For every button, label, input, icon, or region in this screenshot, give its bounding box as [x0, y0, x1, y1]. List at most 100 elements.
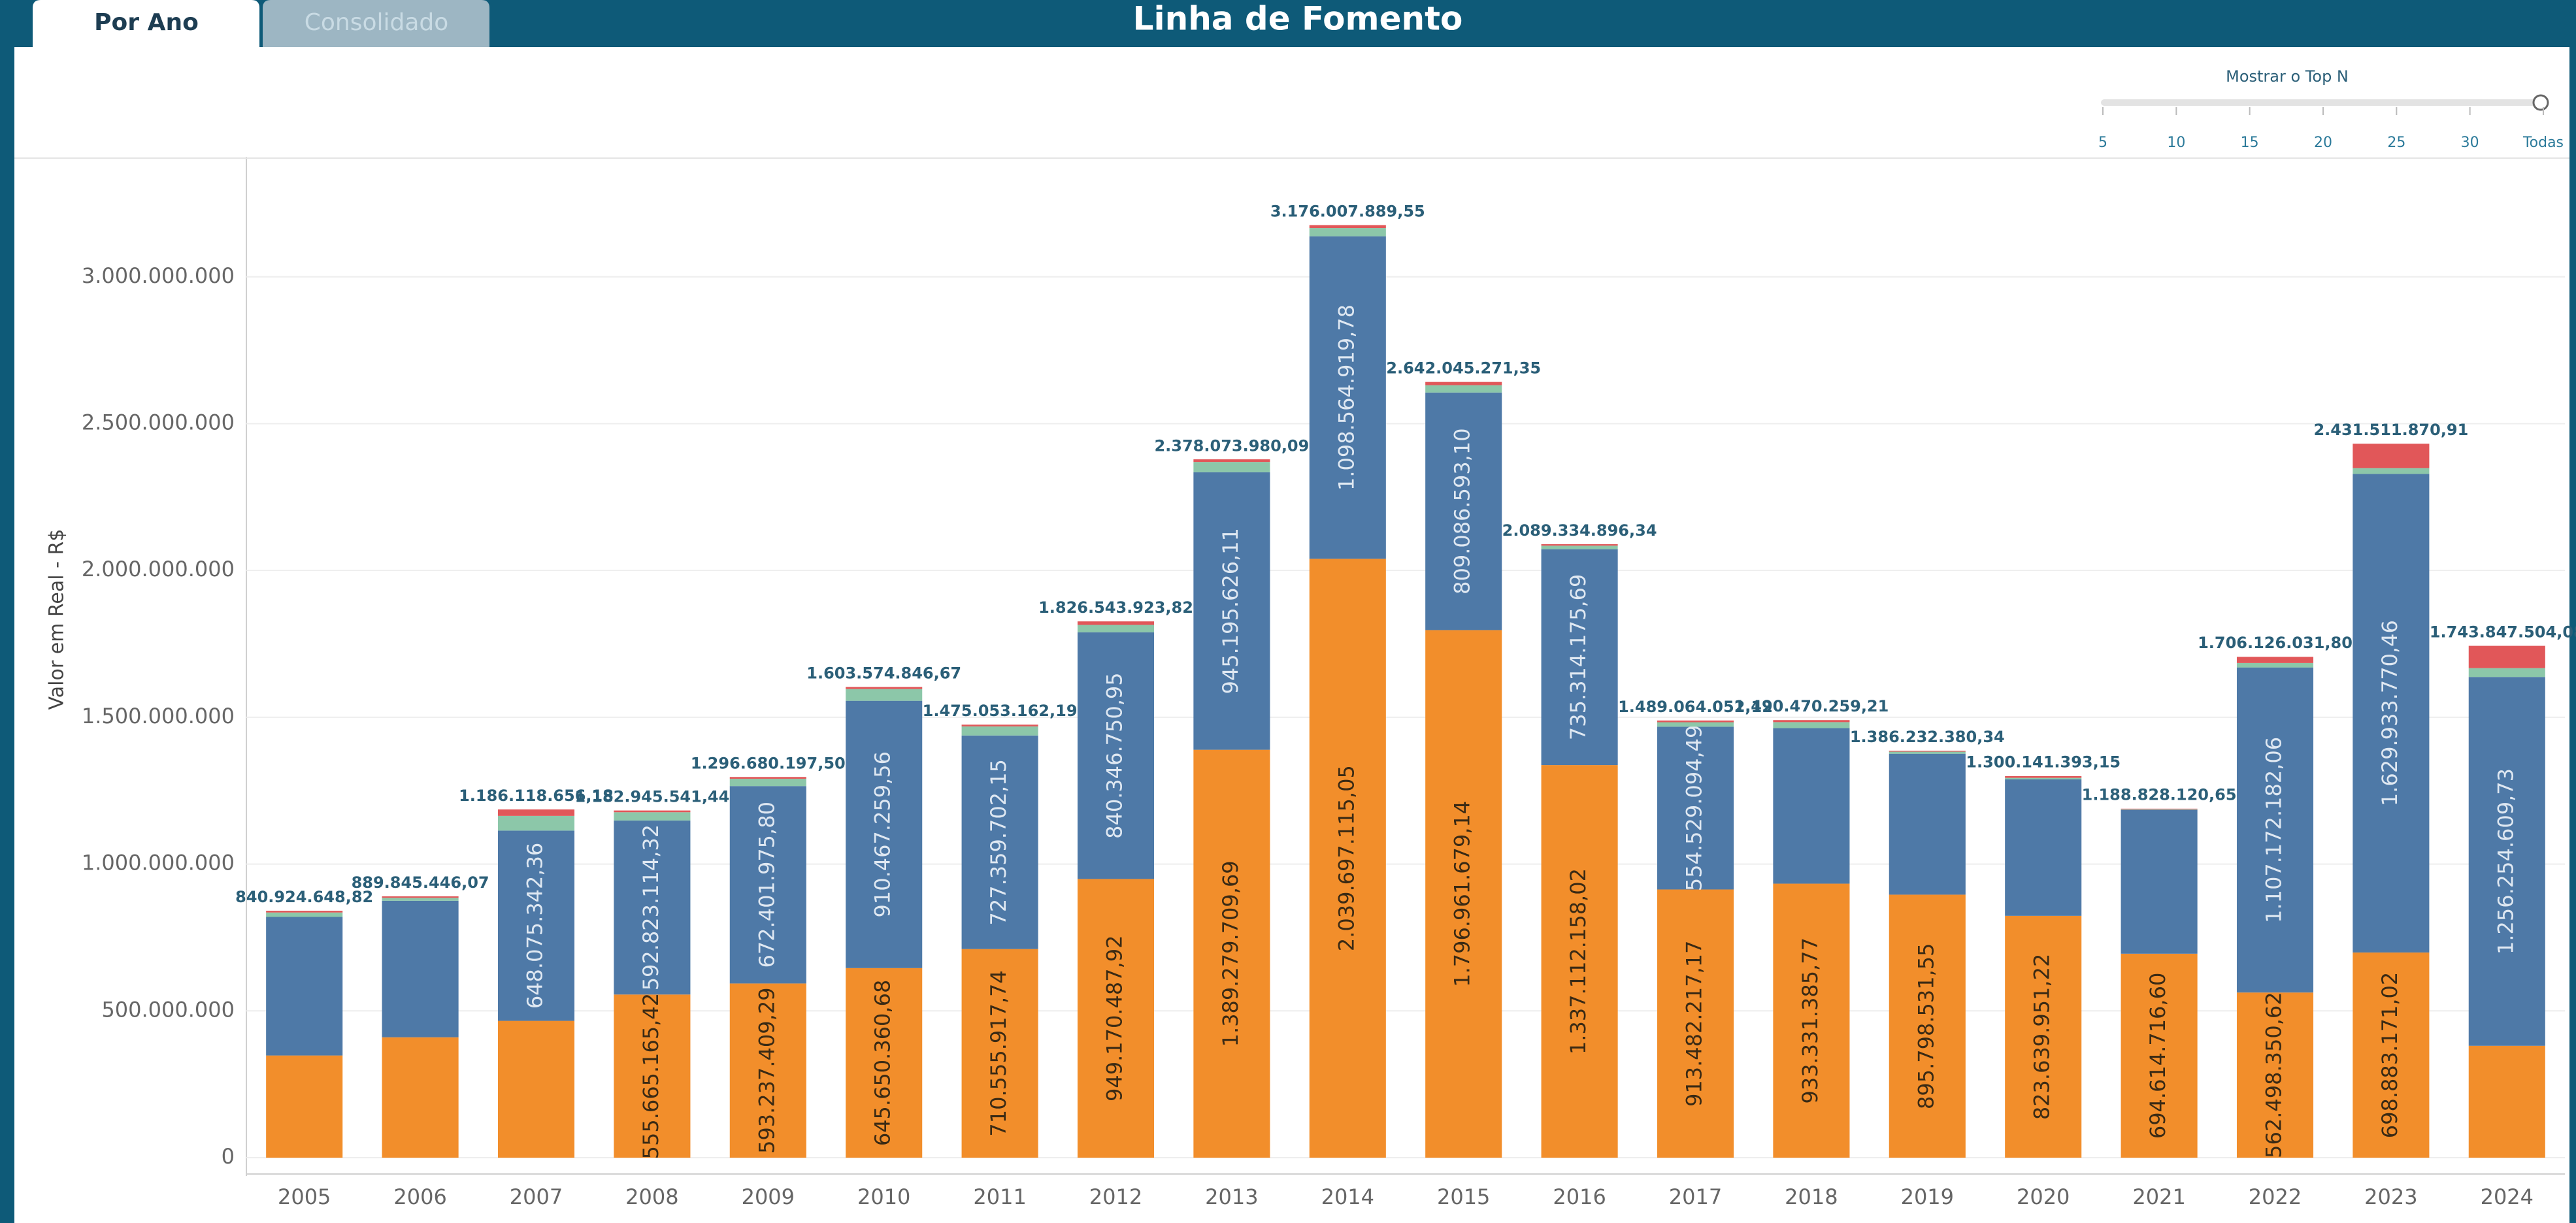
slider-option: 20 — [2314, 135, 2332, 151]
total-label: 1.182.945.541,44 — [574, 787, 729, 806]
bar-segment — [1541, 765, 1618, 1158]
bar-segment — [729, 983, 806, 1158]
bar-segment — [497, 809, 575, 816]
slider-option: 30 — [2461, 135, 2479, 151]
bar-segment — [729, 777, 806, 779]
segment-label: 1.629.933.770,46 — [2377, 620, 2402, 806]
total-label: 1.296.680.197,50 — [691, 754, 846, 772]
x-tick-label: 2008 — [625, 1184, 678, 1209]
bar-segment — [2353, 474, 2430, 953]
segment-label: 1.796.961.679,14 — [1450, 801, 1475, 987]
bar-segment — [961, 726, 1038, 736]
tab-active[interactable] — [33, 0, 259, 49]
bar-segment — [2121, 809, 2198, 954]
bar-segment — [1309, 225, 1386, 229]
bar-segment — [961, 725, 1038, 726]
y-tick-label: 0 — [222, 1144, 235, 1169]
bar-segment — [961, 949, 1038, 1158]
x-tick-label: 2009 — [742, 1184, 795, 1209]
bar-segment — [1773, 722, 1850, 728]
bar-segment — [1889, 751, 1966, 754]
total-label: 1.300.141.393,15 — [1966, 753, 2121, 772]
bar-segment — [2236, 657, 2314, 663]
bar-segment — [2468, 645, 2545, 668]
bar-segment — [1657, 726, 1734, 890]
bar-segment — [497, 1020, 575, 1158]
slider-option: Todas — [2522, 135, 2564, 151]
x-tick-label: 2012 — [1089, 1184, 1142, 1209]
x-tick-label: 2005 — [278, 1184, 331, 1209]
y-tick-label: 2.500.000.000 — [82, 410, 235, 434]
bar-segment — [1077, 879, 1155, 1158]
bar-segment — [266, 917, 343, 1056]
total-label: 1.706.126.031,80 — [2198, 634, 2353, 652]
total-label: 1.826.543.923,82 — [1038, 598, 1193, 617]
bar-segment — [2236, 992, 2314, 1158]
segment-label: 933.331.385,77 — [1798, 938, 1823, 1103]
slider-track[interactable] — [2101, 99, 2539, 106]
segment-label: 895.798.531,55 — [1913, 943, 1938, 1109]
x-tick-label: 2016 — [1553, 1184, 1606, 1209]
total-label: 1.386.232.380,34 — [1850, 728, 2005, 746]
segment-label: 645.650.360,68 — [870, 980, 895, 1146]
bar-segment — [1077, 621, 1155, 625]
bar-segment — [729, 786, 806, 984]
total-label: 2.378.073.980,09 — [1154, 436, 1309, 455]
y-tick-label: 2.000.000.000 — [82, 557, 235, 581]
dashboard-title: Linha de Fomento — [1133, 0, 1463, 38]
bar-segment — [2005, 775, 2082, 778]
segment-label: 562.498.350,62 — [2262, 992, 2287, 1158]
segment-label: 910.467.259,56 — [870, 751, 895, 917]
total-label: 2.431.511.870,91 — [2313, 421, 2468, 439]
x-tick-label: 2019 — [1901, 1184, 1954, 1209]
slider-handle[interactable] — [2532, 94, 2549, 111]
bar-segment — [1193, 472, 1270, 750]
x-tick-label: 2006 — [393, 1184, 446, 1209]
x-tick-label: 2011 — [973, 1184, 1026, 1209]
total-label: 1.743.847.504,08 — [2430, 623, 2576, 641]
bar-segment — [2468, 1045, 2545, 1158]
segment-label: 555.665.165,42 — [638, 993, 663, 1159]
bar-segment — [1773, 883, 1850, 1158]
segment-label: 840.346.750,95 — [1102, 672, 1127, 838]
total-label: 1.188.828.120,65 — [2082, 786, 2237, 804]
total-label: 2.642.045.271,35 — [1386, 359, 1541, 378]
bar-segment — [1193, 459, 1270, 463]
bar-segment — [1425, 385, 1502, 393]
slider-option: 15 — [2241, 135, 2259, 151]
bar-segment — [961, 735, 1038, 949]
bar-segment — [1077, 632, 1155, 879]
x-tick-label: 2020 — [2017, 1184, 2070, 1209]
x-tick-label: 2018 — [1785, 1184, 1838, 1209]
bar-segment — [2121, 953, 2198, 1158]
bar-segment — [1541, 546, 1618, 549]
x-tick-label: 2014 — [1321, 1184, 1374, 1209]
bar-segment — [497, 830, 575, 1021]
bar-segment — [382, 1037, 459, 1158]
x-tick-label: 2015 — [1437, 1184, 1490, 1209]
bar-segment — [266, 911, 343, 913]
tab-inactive[interactable] — [263, 0, 489, 47]
slider-label: Mostrar o Top N — [2226, 67, 2349, 86]
total-label: 3.176.007.889,55 — [1270, 203, 1425, 221]
bar-segment — [2005, 915, 2082, 1158]
bar-segment — [729, 778, 806, 787]
bar-segment — [2005, 779, 2082, 916]
x-tick-label: 2017 — [1669, 1184, 1722, 1209]
bar-segment — [1425, 630, 1502, 1158]
tab-label[interactable]: Consolidado — [305, 9, 449, 36]
bar-segment — [2121, 809, 2198, 810]
bar-segment — [1657, 889, 1734, 1158]
bar-segment — [2236, 667, 2314, 993]
bar-segment — [1657, 722, 1734, 727]
slider-option: 10 — [2167, 135, 2185, 151]
y-axis-title: Valor em Real - R$ — [46, 529, 69, 710]
y-tick-label: 1.000.000.000 — [82, 851, 235, 875]
bar-segment — [1193, 462, 1270, 472]
bar-segment — [2468, 668, 2545, 677]
tab-label[interactable]: Por Ano — [94, 9, 199, 36]
bar-segment — [382, 898, 459, 901]
x-tick-label: 2013 — [1205, 1184, 1258, 1209]
bar-segment — [614, 812, 691, 821]
